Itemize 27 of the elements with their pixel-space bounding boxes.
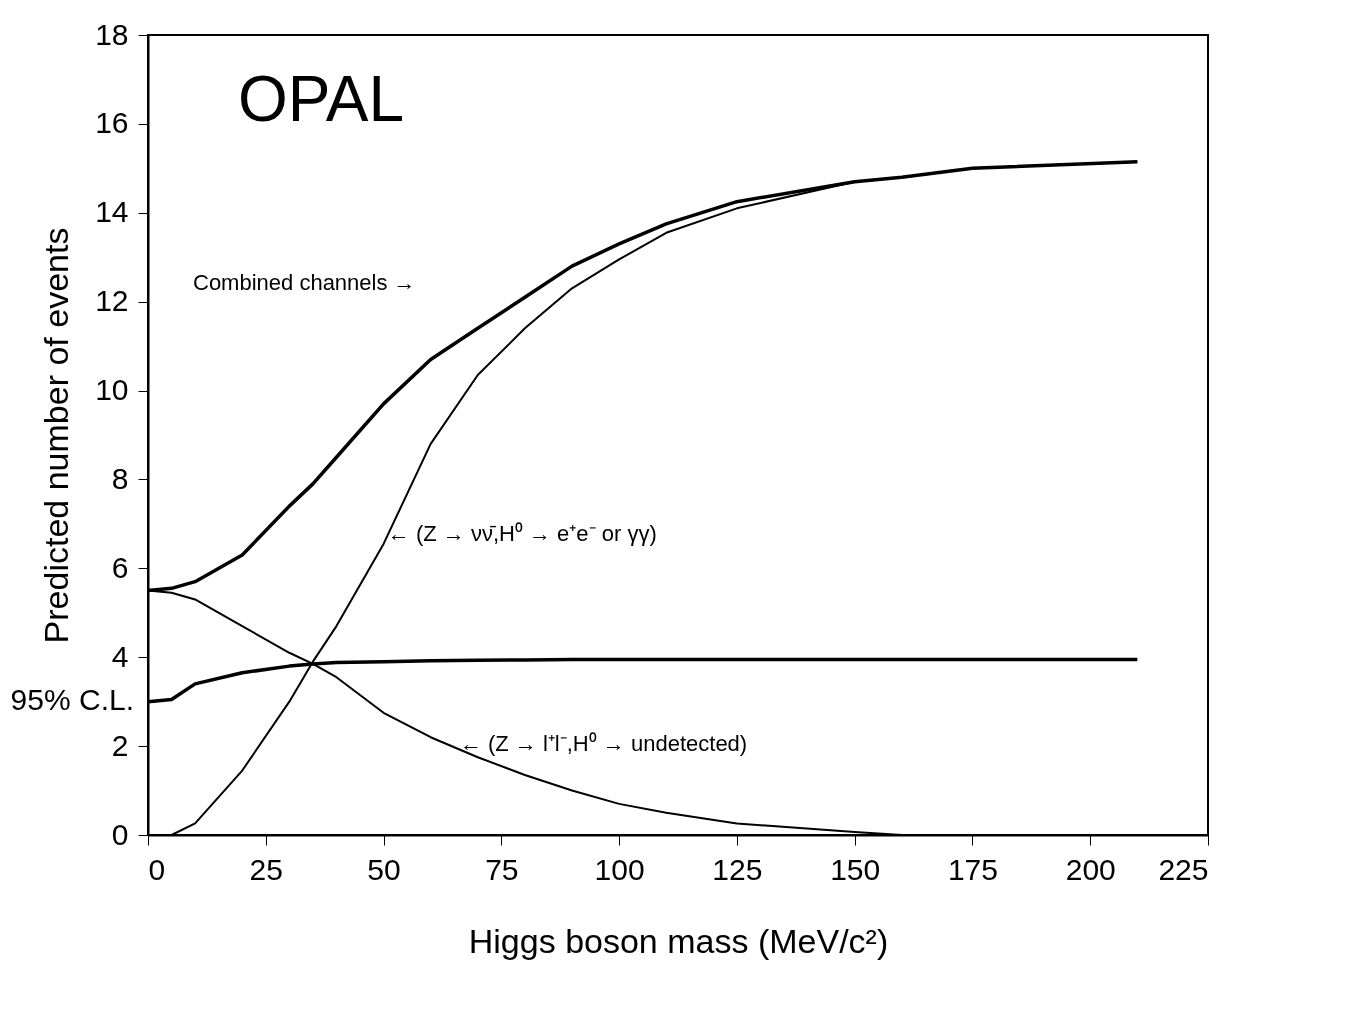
y-tick-label: 14 (95, 195, 129, 229)
annotation: Combined channels → (193, 270, 416, 295)
x-tick-label: 225 (1158, 852, 1209, 886)
y-tick-label: 0 (111, 817, 129, 851)
y-tick-label: 10 (95, 373, 129, 407)
y-tick-label: 2 (111, 728, 129, 762)
x-tick-label: 175 (947, 852, 998, 886)
x-tick-label: 200 (1065, 852, 1116, 886)
annotation: OPAL (238, 63, 404, 135)
x-tick-label: 50 (367, 852, 401, 886)
x-tick-label: 25 (249, 852, 283, 886)
annotation: ← (Z → νν̄,H⁰ → e⁺e⁻ or γγ) (387, 521, 657, 547)
x-tick-label: 125 (712, 852, 763, 886)
series-label: 95% C.L. (10, 682, 134, 716)
y-axis-title: Predicted number of events (37, 227, 76, 644)
y-tick-label: 4 (111, 639, 129, 673)
y-tick-label: 6 (111, 550, 129, 584)
annotation: ← (Z → l⁺l⁻,H⁰ → undetected) (459, 731, 748, 757)
y-tick-label: 8 (111, 461, 129, 495)
x-tick-label: 75 (485, 852, 519, 886)
y-tick-label: 18 (95, 17, 129, 51)
x-tick-label: 100 (594, 852, 645, 886)
x-tick-label: 0 (148, 852, 166, 886)
x-axis-title: Higgs boson mass (MeV/c²) (468, 921, 889, 960)
y-tick-label: 12 (95, 284, 129, 318)
y-tick-label: 16 (95, 106, 129, 140)
x-tick-label: 150 (830, 852, 881, 886)
